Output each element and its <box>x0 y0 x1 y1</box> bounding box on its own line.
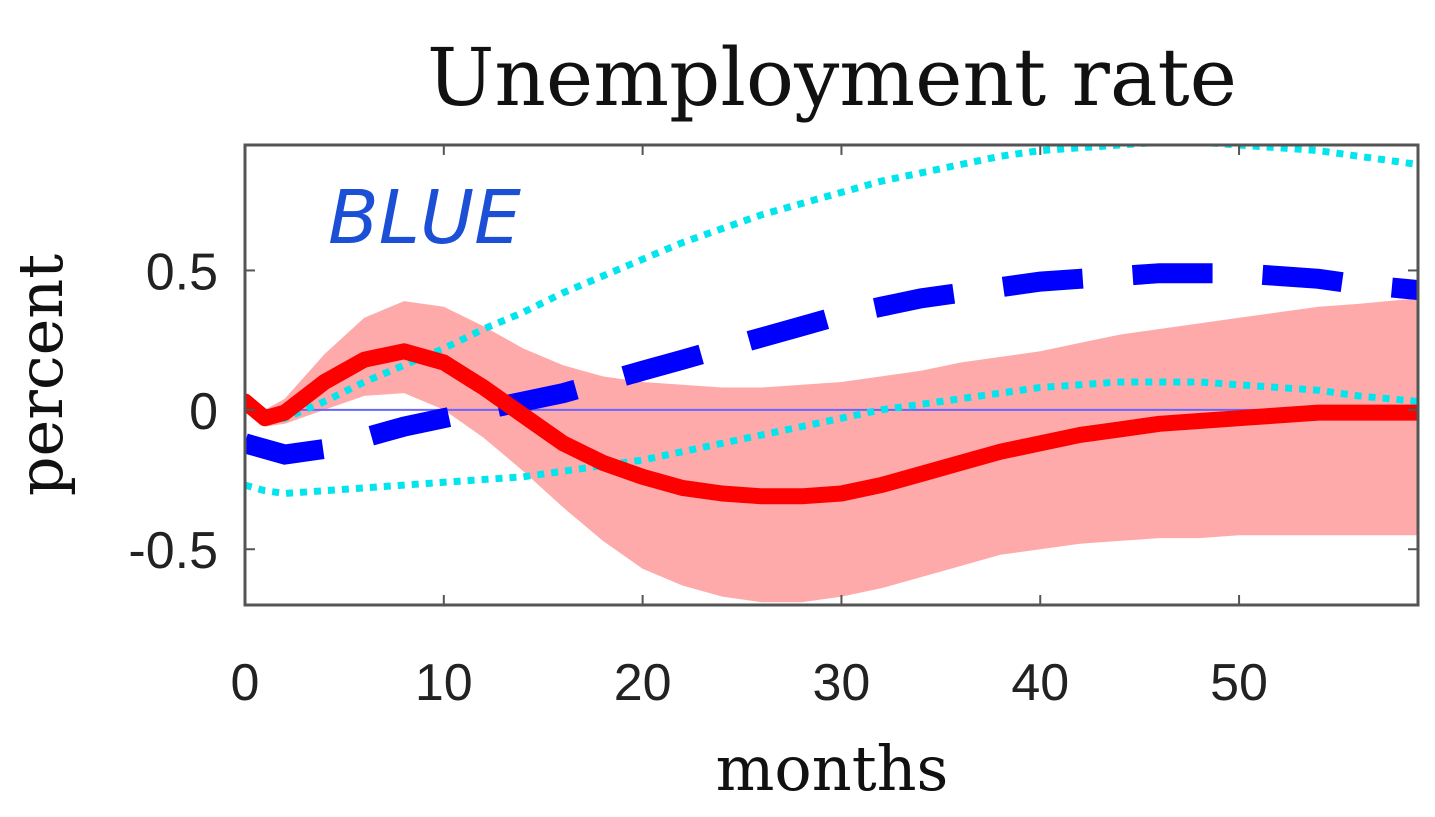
y-tick-label: 0.5 <box>146 243 218 301</box>
chart-marks <box>245 145 1418 603</box>
chart-title: Unemployment rate <box>427 31 1237 124</box>
red-solid-line <box>245 343 1418 505</box>
series-group <box>245 145 1418 603</box>
x-tick-label: 10 <box>415 654 473 712</box>
dotted-cyan-upper-line <box>245 145 1418 425</box>
y-tick-labels: -0.5 0 0.5 <box>128 243 218 580</box>
x-axis-label: months <box>716 732 949 805</box>
dotted-cyan-lower-line <box>245 378 1418 498</box>
plot-area <box>243 143 1420 607</box>
y-tick-label: 0 <box>189 383 218 441</box>
x-tick-label: 30 <box>813 654 871 712</box>
y-tick-label: -0.5 <box>128 522 218 580</box>
plot-frame <box>243 143 1420 607</box>
axis-ticks <box>244 145 1418 605</box>
y-axis-label: percent <box>4 254 77 496</box>
x-tick-label: 50 <box>1210 654 1268 712</box>
confidence-band <box>245 298 1418 603</box>
x-tick-label: 0 <box>231 654 260 712</box>
x-tick-label: 20 <box>614 654 672 712</box>
handwritten-annotation: BLUE <box>328 175 521 261</box>
blue-dashed-line <box>245 263 1418 465</box>
x-tick-label: 40 <box>1011 654 1069 712</box>
x-tick-labels: 0 10 20 30 40 50 <box>231 654 1268 712</box>
